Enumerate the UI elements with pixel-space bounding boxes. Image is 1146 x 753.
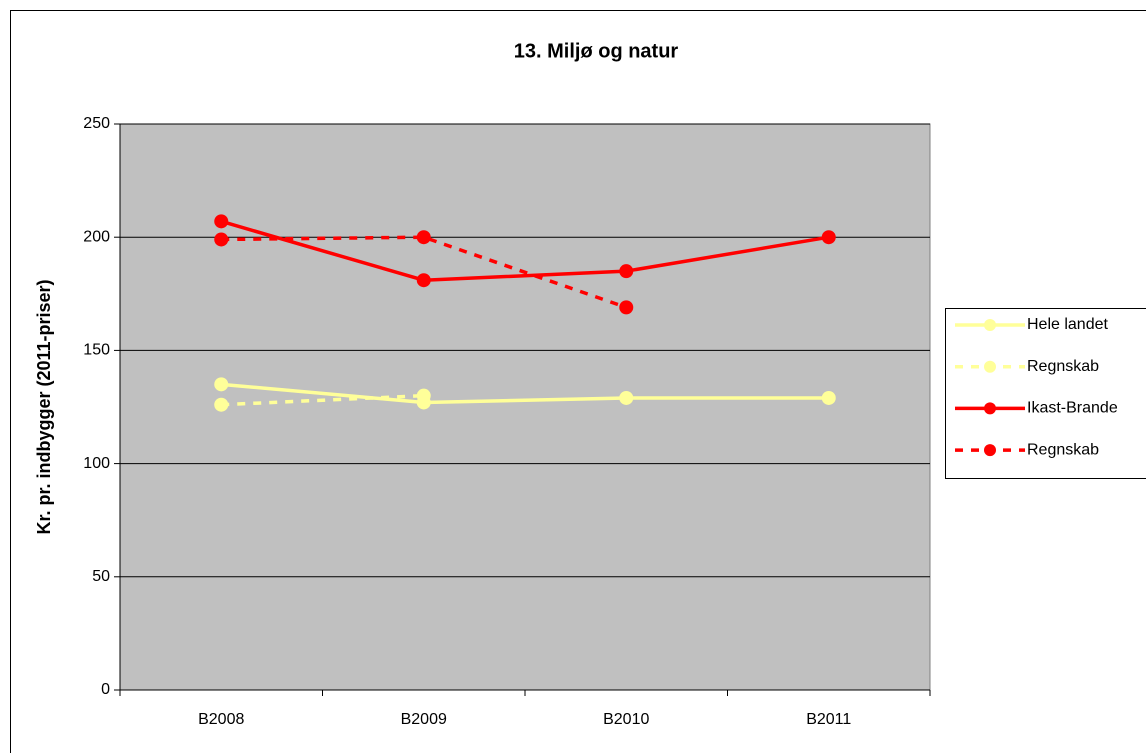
series-marker: [214, 377, 229, 392]
series-marker: [416, 273, 431, 288]
series-marker: [821, 230, 836, 245]
series-marker: [416, 388, 431, 403]
series-marker: [619, 390, 634, 405]
y-tick-label: 250: [83, 115, 110, 132]
x-tick-label: B2011: [806, 711, 851, 728]
series-marker: [214, 214, 229, 229]
chart-title: 13. Miljø og natur: [514, 40, 679, 62]
legend-marker: [984, 319, 996, 331]
series-marker: [214, 397, 229, 412]
series-marker: [821, 390, 836, 405]
x-tick-label: B2010: [603, 711, 649, 728]
legend-label: Ikast-Brande: [1027, 400, 1118, 417]
series-marker: [619, 264, 634, 279]
series-marker: [214, 232, 229, 247]
series-line: [221, 393, 424, 407]
plot-area: [119, 123, 931, 691]
legend-label: Regnskab: [1027, 358, 1099, 375]
legend-label: Hele landet: [1027, 316, 1109, 333]
x-tick-label: B2008: [198, 711, 244, 728]
legend-marker: [984, 444, 996, 457]
y-tick-label: 100: [83, 455, 110, 472]
y-tick-label: 200: [83, 228, 110, 245]
series-line: [221, 382, 829, 405]
y-tick-label: 0: [101, 681, 110, 698]
x-tick-label: B2009: [401, 711, 447, 728]
legend-label: Regnskab: [1027, 441, 1099, 458]
legend-marker: [984, 402, 996, 415]
y-tick-label: 50: [92, 568, 110, 585]
series-marker: [416, 230, 431, 245]
legend-marker: [984, 360, 996, 373]
y-tick-label: 150: [83, 342, 110, 359]
y-axis-label: Kr. pr. indbygger (2011-priser): [34, 279, 54, 534]
series-line: [220, 219, 830, 282]
series-line: [221, 235, 627, 310]
series-marker: [619, 300, 634, 315]
